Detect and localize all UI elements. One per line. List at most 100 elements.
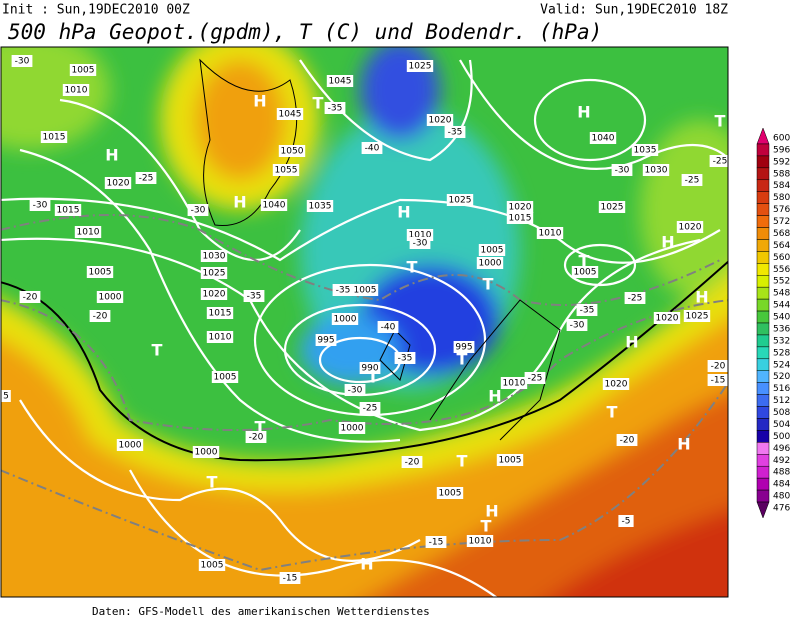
colorbar-cell xyxy=(756,191,770,204)
pressure-center: T xyxy=(715,112,726,131)
contour-label: -30 xyxy=(33,201,48,211)
label-box xyxy=(602,378,630,390)
colorbar-cell xyxy=(756,489,770,503)
contour-label: 1020 xyxy=(679,223,702,233)
colorbar-label: 548 xyxy=(773,289,790,299)
contour-label: -30 xyxy=(413,239,428,249)
pressure-center: T xyxy=(368,368,379,387)
contour-label: 990 xyxy=(361,364,378,374)
pressure-center: H xyxy=(661,233,674,252)
contour-label: 1010 xyxy=(469,537,492,547)
contour-label: 1005 xyxy=(354,286,377,296)
contour-label: -25 xyxy=(139,174,154,184)
colorbar-label: 496 xyxy=(773,444,790,454)
contour-label: -30 xyxy=(348,386,363,396)
colorbar-cell xyxy=(756,286,770,300)
colorbar-cell xyxy=(756,155,770,169)
label-box xyxy=(496,454,524,466)
label-box xyxy=(245,431,267,443)
label-box xyxy=(453,341,475,353)
label-box xyxy=(361,142,383,154)
label-box xyxy=(466,535,494,547)
contour-label: -15 xyxy=(283,574,298,584)
contour-label: 1020 xyxy=(107,179,130,189)
label-box xyxy=(401,456,423,468)
pressure-center: T xyxy=(255,418,266,437)
label-box xyxy=(351,284,379,296)
label-box xyxy=(506,212,534,224)
label-box xyxy=(616,434,638,446)
contour-label: 1015 xyxy=(509,214,532,224)
colorbar-cell xyxy=(756,179,770,192)
contour-label: 1000 xyxy=(119,441,142,451)
contour-label: 1030 xyxy=(203,252,226,262)
label-box xyxy=(676,221,704,233)
label-box xyxy=(326,75,354,87)
colorbar-cell xyxy=(756,406,770,419)
colorbar-label: 600 xyxy=(773,134,790,144)
contour-label: -35 xyxy=(247,292,262,302)
colorbar-cell xyxy=(756,322,770,336)
contour-label: -25 xyxy=(685,176,700,186)
colorbar-label: 544 xyxy=(773,301,790,311)
colorbar-cap xyxy=(756,127,770,145)
colorbar-label: 568 xyxy=(773,229,790,239)
label-box xyxy=(331,313,359,325)
contour-label: 1000 xyxy=(334,315,357,325)
label-box xyxy=(524,372,546,384)
contour-label: 1045 xyxy=(279,110,302,120)
colorbar-cell xyxy=(756,334,770,348)
contour-label: 1020 xyxy=(429,116,452,126)
colorbar-cell xyxy=(756,477,770,491)
colorbar-cell xyxy=(756,239,770,252)
label-box xyxy=(436,487,464,499)
contour-label: -30 xyxy=(15,57,30,67)
label-box xyxy=(324,102,346,114)
colorbar-cell xyxy=(756,465,770,479)
pressure-center: H xyxy=(397,203,410,222)
colorbar-label: 484 xyxy=(773,480,790,490)
label-box xyxy=(624,292,646,304)
contour-label: -35 xyxy=(580,306,595,316)
contour-label: 1000 xyxy=(195,448,218,458)
colorbar-label: 576 xyxy=(773,205,790,215)
label-box xyxy=(19,291,41,303)
map-title: 500 hPa Geopot.(gpdm), T (C) und Bodendr… xyxy=(8,20,602,44)
colorbar-cell xyxy=(756,358,770,371)
colorbar-label: 556 xyxy=(773,265,790,275)
colorbar-cell xyxy=(756,263,770,276)
contour-label: -35 xyxy=(336,286,351,296)
colorbar-cell xyxy=(756,251,770,264)
label-box xyxy=(279,572,301,584)
contour-label: 1025 xyxy=(409,62,432,72)
colorbar-label: 552 xyxy=(773,277,790,287)
contour-label: -15 xyxy=(711,376,726,386)
label-box xyxy=(272,164,300,176)
colorbar-label: 584 xyxy=(773,181,790,191)
colorbar-label: 476 xyxy=(773,504,790,514)
label-box xyxy=(62,84,90,96)
pressure-center: H xyxy=(105,146,118,165)
contour-label: -20 xyxy=(405,458,420,468)
pressure-center: T xyxy=(607,403,618,422)
label-box xyxy=(377,321,399,333)
pressure-center: T xyxy=(457,350,468,369)
pressure-center: T xyxy=(407,258,418,277)
label-box xyxy=(1,390,11,402)
contour-label: 1015 xyxy=(43,133,66,143)
label-box xyxy=(359,402,381,414)
pressure-center: T xyxy=(313,94,324,113)
colorbar-label: 480 xyxy=(773,492,790,502)
label-box xyxy=(707,360,728,372)
label-box xyxy=(359,362,381,374)
colorbar-label: 500 xyxy=(773,432,790,442)
label-box xyxy=(536,227,564,239)
valid-time: Valid: Sun,19DEC2010 18Z xyxy=(540,3,728,18)
label-box xyxy=(86,266,114,278)
colorbar-label: 516 xyxy=(773,384,790,394)
init-time: Init : Sun,19DEC2010 00Z xyxy=(2,3,190,18)
label-box xyxy=(589,132,617,144)
pressure-center: T xyxy=(483,275,494,294)
contour-label: 1010 xyxy=(503,379,526,389)
